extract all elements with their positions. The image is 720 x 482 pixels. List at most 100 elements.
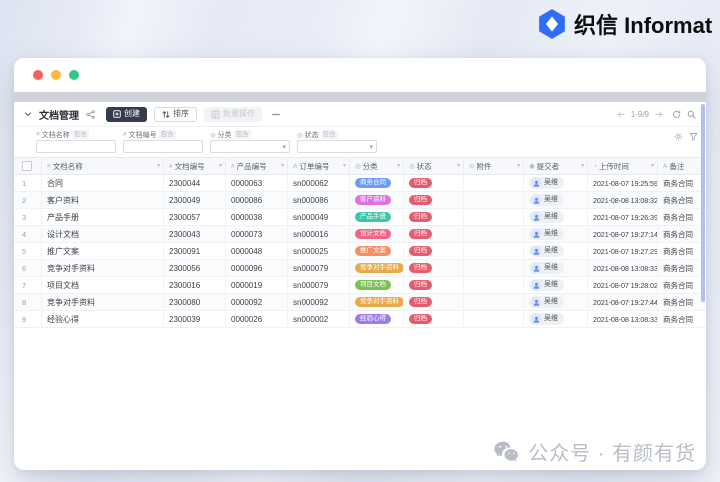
field-type-icon: A	[663, 162, 668, 170]
cell-row-number: 9	[14, 311, 42, 327]
field-type-icon: ≡	[36, 131, 40, 138]
cell-status: 归档	[404, 294, 464, 310]
avatar	[531, 314, 541, 324]
select-column-header	[14, 158, 42, 174]
product-number: 0000026	[231, 314, 263, 324]
cell-category: 经验心得	[350, 311, 404, 327]
filter-select-3[interactable]: ▾	[297, 140, 377, 153]
submitter-pill: 吴维	[529, 262, 564, 274]
column-header-time[interactable]: ◔ 上传时间 ▾	[588, 158, 658, 174]
cell-status: 归档	[404, 226, 464, 242]
status-badge: 归档	[409, 194, 432, 206]
doc-name: 推广文案	[47, 246, 79, 256]
cell-row-number: 7	[14, 277, 42, 293]
cell-product-number: 0000038	[226, 209, 288, 225]
chevron-down-icon[interactable]: ▾	[156, 163, 160, 169]
filter-input-1[interactable]	[123, 140, 203, 153]
chevron-down-icon[interactable]: ▾	[218, 163, 222, 169]
cell-doc-number: 2300080	[164, 294, 226, 310]
cell-submitter: 吴维	[524, 294, 588, 310]
filter-funnel-icon[interactable]	[689, 132, 698, 141]
chevron-down-icon[interactable]: ▾	[580, 163, 584, 169]
column-header-name[interactable]: ≡ 文档名称 ▾	[42, 158, 164, 174]
table-row[interactable]: 2 客户资料 2300049 0000086 sn000086 客户资料 归档 吴维 2021-…	[14, 192, 706, 209]
filter-select-2[interactable]: ▾	[210, 140, 290, 153]
traffic-light-close-icon[interactable]	[33, 70, 43, 80]
submitter-pill: 吴维	[529, 313, 564, 325]
filter-input-0[interactable]	[36, 140, 116, 153]
cell-status: 归档	[404, 243, 464, 259]
cell-upload-time: 2021-08-08 13:08:32	[588, 192, 658, 208]
more-actions-button[interactable]	[269, 113, 283, 116]
app-window: 文档管理 创建 排序 批量操作 1-9/9 ≡ 文档名称 包含 # 文档编号 包含 ◎ 分类包…	[14, 58, 706, 470]
table-row[interactable]: 4 设计文档 2300043 0000073 sn000016 设计文档 归档 吴维 2021-…	[14, 226, 706, 243]
traffic-light-zoom-icon[interactable]	[69, 70, 79, 80]
chevron-down-icon[interactable]: ▾	[516, 163, 520, 169]
next-page-icon[interactable]	[655, 111, 663, 118]
product-number: 0000038	[231, 212, 263, 222]
table-row[interactable]: 3 产品手册 2300057 0000038 sn000049 产品手册 归档 吴维 2021-…	[14, 209, 706, 226]
column-label: 附件	[476, 161, 492, 171]
share-icon[interactable]	[86, 109, 95, 119]
cell-row-number: 3	[14, 209, 42, 225]
category-badge: 经验心得	[355, 313, 391, 325]
search-icon[interactable]	[687, 110, 696, 119]
doc-name: 客户资料	[47, 195, 79, 205]
create-button[interactable]: 创建	[106, 106, 147, 122]
remark: 商务合同	[663, 178, 693, 188]
column-header-order_no[interactable]: A 订单编号 ▾	[288, 158, 350, 174]
cell-submitter: 吴维	[524, 226, 588, 242]
table-row[interactable]: 8 竞争对手资料 2300080 0000092 sn000092 竞争对手资料 归档 吴维 2…	[14, 294, 706, 311]
chevron-down-icon[interactable]	[24, 110, 32, 118]
chevron-down-icon[interactable]: ▾	[396, 163, 400, 169]
chevron-down-icon[interactable]: ▾	[456, 163, 460, 169]
row-number: 6	[22, 263, 27, 273]
cell-doc-number: 2300039	[164, 311, 226, 327]
cell-attachment	[464, 260, 524, 276]
filter-group: ◎ 分类 包含 ▾	[210, 129, 290, 157]
field-type-icon: #	[169, 162, 173, 170]
vertical-scrollbar[interactable]	[701, 104, 705, 302]
table-row[interactable]: 6 竞争对手资料 2300056 0000096 sn000079 竞争对手资料 归档 吴维 2…	[14, 260, 706, 277]
refresh-icon[interactable]	[672, 110, 681, 119]
batch-actions-button: 批量操作	[204, 106, 262, 122]
order-number: sn000002	[293, 314, 329, 324]
field-type-icon: ⊙	[469, 163, 475, 170]
column-header-submitter[interactable]: ◉ 提交者 ▾	[524, 158, 588, 174]
table-row[interactable]: 9 经验心得 2300039 0000026 sn000002 经验心得 归档 吴维 2021-…	[14, 311, 706, 328]
filter-group: # 文档编号 包含	[123, 129, 203, 157]
cell-submitter: 吴维	[524, 311, 588, 327]
doc-name: 竞争对手资料	[47, 263, 95, 273]
product-number: 0000063	[231, 178, 263, 188]
column-header-category[interactable]: ◎ 分类 ▾	[350, 158, 404, 174]
upload-time: 2021-08-08 13:08:33	[593, 314, 658, 324]
table-row[interactable]: 1 合同 2300044 0000063 sn000062 商务合同 归档 吴维 2021-08…	[14, 175, 706, 192]
cell-remark: 商务合同	[658, 260, 706, 276]
chevron-down-icon[interactable]: ▾	[650, 163, 654, 169]
cell-row-number: 1	[14, 175, 42, 191]
order-number: sn000086	[293, 195, 329, 205]
status-badge: 归档	[409, 245, 432, 257]
sort-button[interactable]: 排序	[154, 106, 197, 122]
doc-number: 2300043	[169, 229, 201, 239]
table-row[interactable]: 5 推广文案 2300091 0000048 sn000025 推广文案 归档 吴维 2021-…	[14, 243, 706, 260]
cell-doc-name: 客户资料	[42, 192, 164, 208]
column-header-attach[interactable]: ⊙ 附件 ▾	[464, 158, 524, 174]
submitter-name: 吴维	[544, 264, 558, 271]
prev-page-icon[interactable]	[617, 111, 625, 118]
column-header-prod_no[interactable]: # 产品编号 ▾	[226, 158, 288, 174]
column-header-status[interactable]: ◎ 状态 ▾	[404, 158, 464, 174]
table-row[interactable]: 7 项目文档 2300016 0000019 sn000079 项目文档 归档 吴维 2021-…	[14, 277, 706, 294]
chevron-down-icon[interactable]: ▾	[342, 163, 346, 169]
cell-row-number: 8	[14, 294, 42, 310]
chevron-down-icon[interactable]: ▾	[280, 163, 284, 169]
column-header-doc_no[interactable]: # 文档编号 ▾	[164, 158, 226, 174]
remark: 商务合同	[663, 229, 693, 239]
product-number: 0000073	[231, 229, 263, 239]
traffic-light-minimize-icon[interactable]	[51, 70, 61, 80]
doc-name: 竞争对手资料	[47, 297, 95, 307]
cell-submitter: 吴维	[524, 260, 588, 276]
column-header-remark[interactable]: A 备注	[658, 158, 706, 174]
gear-icon[interactable]	[674, 132, 683, 141]
select-all-checkbox[interactable]	[22, 161, 32, 171]
